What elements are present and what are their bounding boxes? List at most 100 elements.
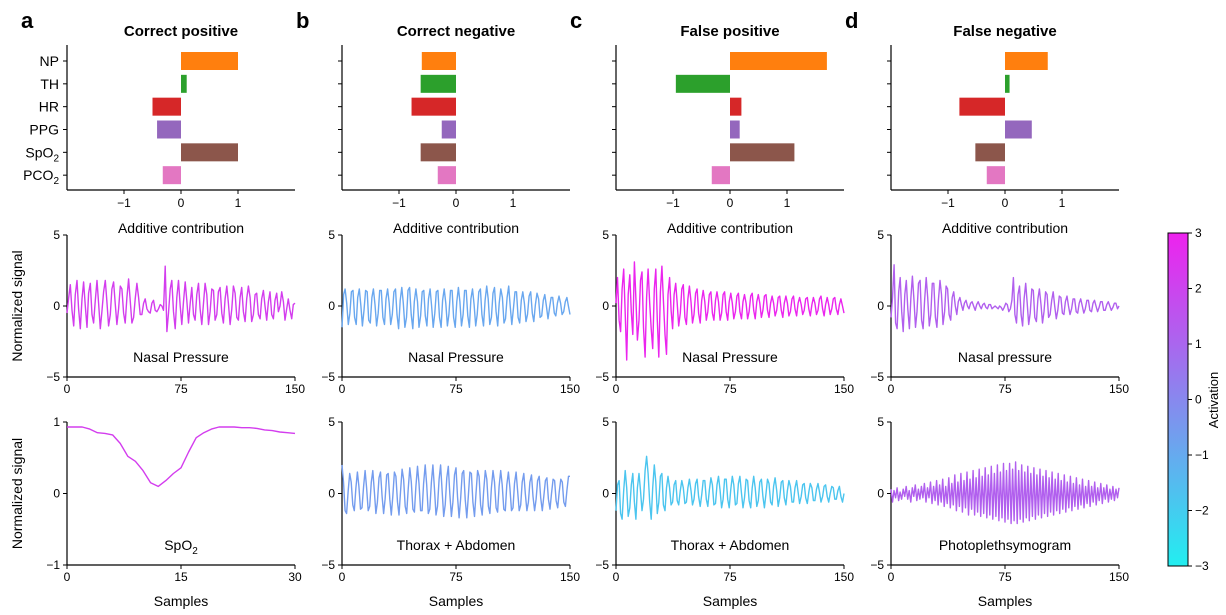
- bar-a-TH: [181, 74, 187, 93]
- line-y-tick-label: 0: [877, 487, 884, 501]
- line-x-tick-label: 75: [449, 382, 463, 396]
- line-x-label-d: Samples: [978, 593, 1032, 609]
- bar-x-tick-label: −1: [666, 196, 680, 210]
- bar-a-HR: [152, 97, 181, 116]
- colorbar: 3 2 1 0 −1 −2 −3 Activation: [1167, 226, 1221, 573]
- panel-letter-a: a: [21, 8, 34, 33]
- bar-a-PPG: [157, 120, 181, 139]
- bar-c-SpO2: [730, 143, 795, 162]
- panels: a b c d Correct positive NP TH HR PPG SpO2 PCO2 −1 0…: [9, 8, 1129, 609]
- category-label-PPG: PPG: [29, 122, 59, 138]
- colorbar-tick-label: −2: [1195, 504, 1209, 518]
- bar-b-TH: [420, 74, 456, 93]
- signal-line-d-row3: [890, 461, 1120, 525]
- signal-line-a-row3: [67, 426, 296, 488]
- line-y-tick-label: −5: [870, 558, 884, 572]
- category-label-HR: HR: [39, 99, 59, 115]
- bar-b-HR: [411, 97, 456, 116]
- line-x-tick-label: 75: [723, 382, 737, 396]
- colorbar-label: Activation: [1206, 372, 1221, 428]
- signal-line-b-row3: [341, 464, 570, 519]
- line-x-tick-label: 75: [174, 382, 188, 396]
- bar-x-label-a: Additive contribution: [118, 220, 244, 236]
- line-x-tick-label: 150: [1109, 570, 1129, 584]
- bar-x-tick-label: 1: [235, 196, 242, 210]
- line-x-tick-label: 15: [174, 570, 188, 584]
- line-x-tick-label: 150: [1109, 382, 1129, 396]
- line-y-tick-label: 5: [877, 228, 884, 242]
- line-x-tick-label: 150: [285, 382, 305, 396]
- signal-label-b-row2: Nasal Pressure: [408, 349, 504, 365]
- signal-line-a-row2: [66, 265, 296, 333]
- bar-d-PCO2: [986, 166, 1005, 185]
- bar-x-tick-label: −1: [392, 196, 406, 210]
- bar-x-tick-label: 0: [178, 196, 185, 210]
- bar-c-TH: [675, 74, 730, 93]
- bar-x-tick-label: 1: [784, 196, 791, 210]
- bar-x-tick-label: 0: [453, 196, 460, 210]
- category-label-PCO2: PCO2: [23, 167, 59, 187]
- line-x-tick-label: 0: [888, 570, 895, 584]
- bar-d-SpO2: [975, 143, 1005, 162]
- bar-d-PPG: [1005, 120, 1032, 139]
- line-y-label: Normalized signal: [9, 250, 25, 361]
- bar-x-tick-label: −1: [941, 196, 955, 210]
- bar-c-PPG: [730, 120, 740, 139]
- bar-a-SpO2: [181, 143, 238, 162]
- bar-d-TH: [1005, 74, 1010, 93]
- bar-title-a: Correct positive: [124, 23, 238, 40]
- bar-x-tick-label: 0: [1002, 196, 1009, 210]
- bar-x-tick-label: 1: [1059, 196, 1066, 210]
- panel-letter-b: b: [296, 8, 309, 33]
- bar-b-NP: [421, 52, 456, 70]
- bar-a-PCO2: [162, 166, 181, 185]
- signal-label-a-row2: Nasal Pressure: [133, 349, 229, 365]
- line-y-tick-label: 5: [602, 228, 609, 242]
- line-y-tick-label: 0: [328, 299, 335, 313]
- line-y-tick-label: 0: [602, 487, 609, 501]
- line-x-tick-label: 0: [64, 382, 71, 396]
- bar-x-tick-label: 0: [727, 196, 734, 210]
- line-y-tick-label: −5: [46, 370, 60, 384]
- colorbar-ticks: 3 2 1 0 −1 −2 −3: [1188, 226, 1209, 573]
- signal-label-d-row2: Nasal pressure: [958, 349, 1052, 365]
- line-y-tick-label: −5: [595, 558, 609, 572]
- line-y-label: Normalized signal: [9, 438, 25, 549]
- line-x-tick-label: 75: [998, 570, 1012, 584]
- bar-title-d: False negative: [953, 23, 1056, 40]
- colorbar-tick-label: 1: [1195, 337, 1202, 351]
- bar-d-NP: [1005, 52, 1048, 70]
- bar-b-PCO2: [437, 166, 456, 185]
- line-y-tick-label: −5: [321, 370, 335, 384]
- line-y-tick-label: 5: [602, 415, 609, 429]
- bar-d-HR: [959, 97, 1005, 116]
- line-y-tick-label: 0: [877, 299, 884, 313]
- line-y-tick-label: −5: [595, 370, 609, 384]
- bar-b-SpO2: [420, 143, 456, 162]
- line-x-tick-label: 30: [288, 570, 302, 584]
- line-x-label-b: Samples: [429, 593, 483, 609]
- bar-title-c: False positive: [680, 23, 779, 40]
- line-y-tick-label: 0: [53, 487, 60, 501]
- line-y-tick-label: 5: [877, 415, 884, 429]
- signal-line-c-row3: [615, 455, 845, 520]
- colorbar-tick-label: 0: [1195, 393, 1202, 407]
- category-label-NP: NP: [40, 53, 59, 69]
- signal-label-c-row2: Nasal Pressure: [682, 349, 778, 365]
- line-x-tick-label: 0: [339, 382, 346, 396]
- category-label-SpO2: SpO2: [25, 144, 59, 164]
- line-x-tick-label: 0: [613, 570, 620, 584]
- bar-x-tick-label: 1: [510, 196, 517, 210]
- line-x-tick-label: 150: [834, 382, 854, 396]
- line-y-tick-label: 5: [328, 228, 335, 242]
- line-y-tick-label: 0: [602, 299, 609, 313]
- line-x-tick-label: 0: [339, 570, 346, 584]
- signal-line-d-row2: [890, 264, 1120, 333]
- line-x-tick-label: 150: [560, 570, 580, 584]
- bar-x-label-c: Additive contribution: [667, 220, 793, 236]
- line-y-tick-label: −5: [870, 370, 884, 384]
- bar-title-b: Correct negative: [397, 23, 515, 40]
- line-x-label-a: Samples: [154, 593, 208, 609]
- line-x-tick-label: 75: [449, 570, 463, 584]
- signal-line-b-row2: [341, 285, 571, 330]
